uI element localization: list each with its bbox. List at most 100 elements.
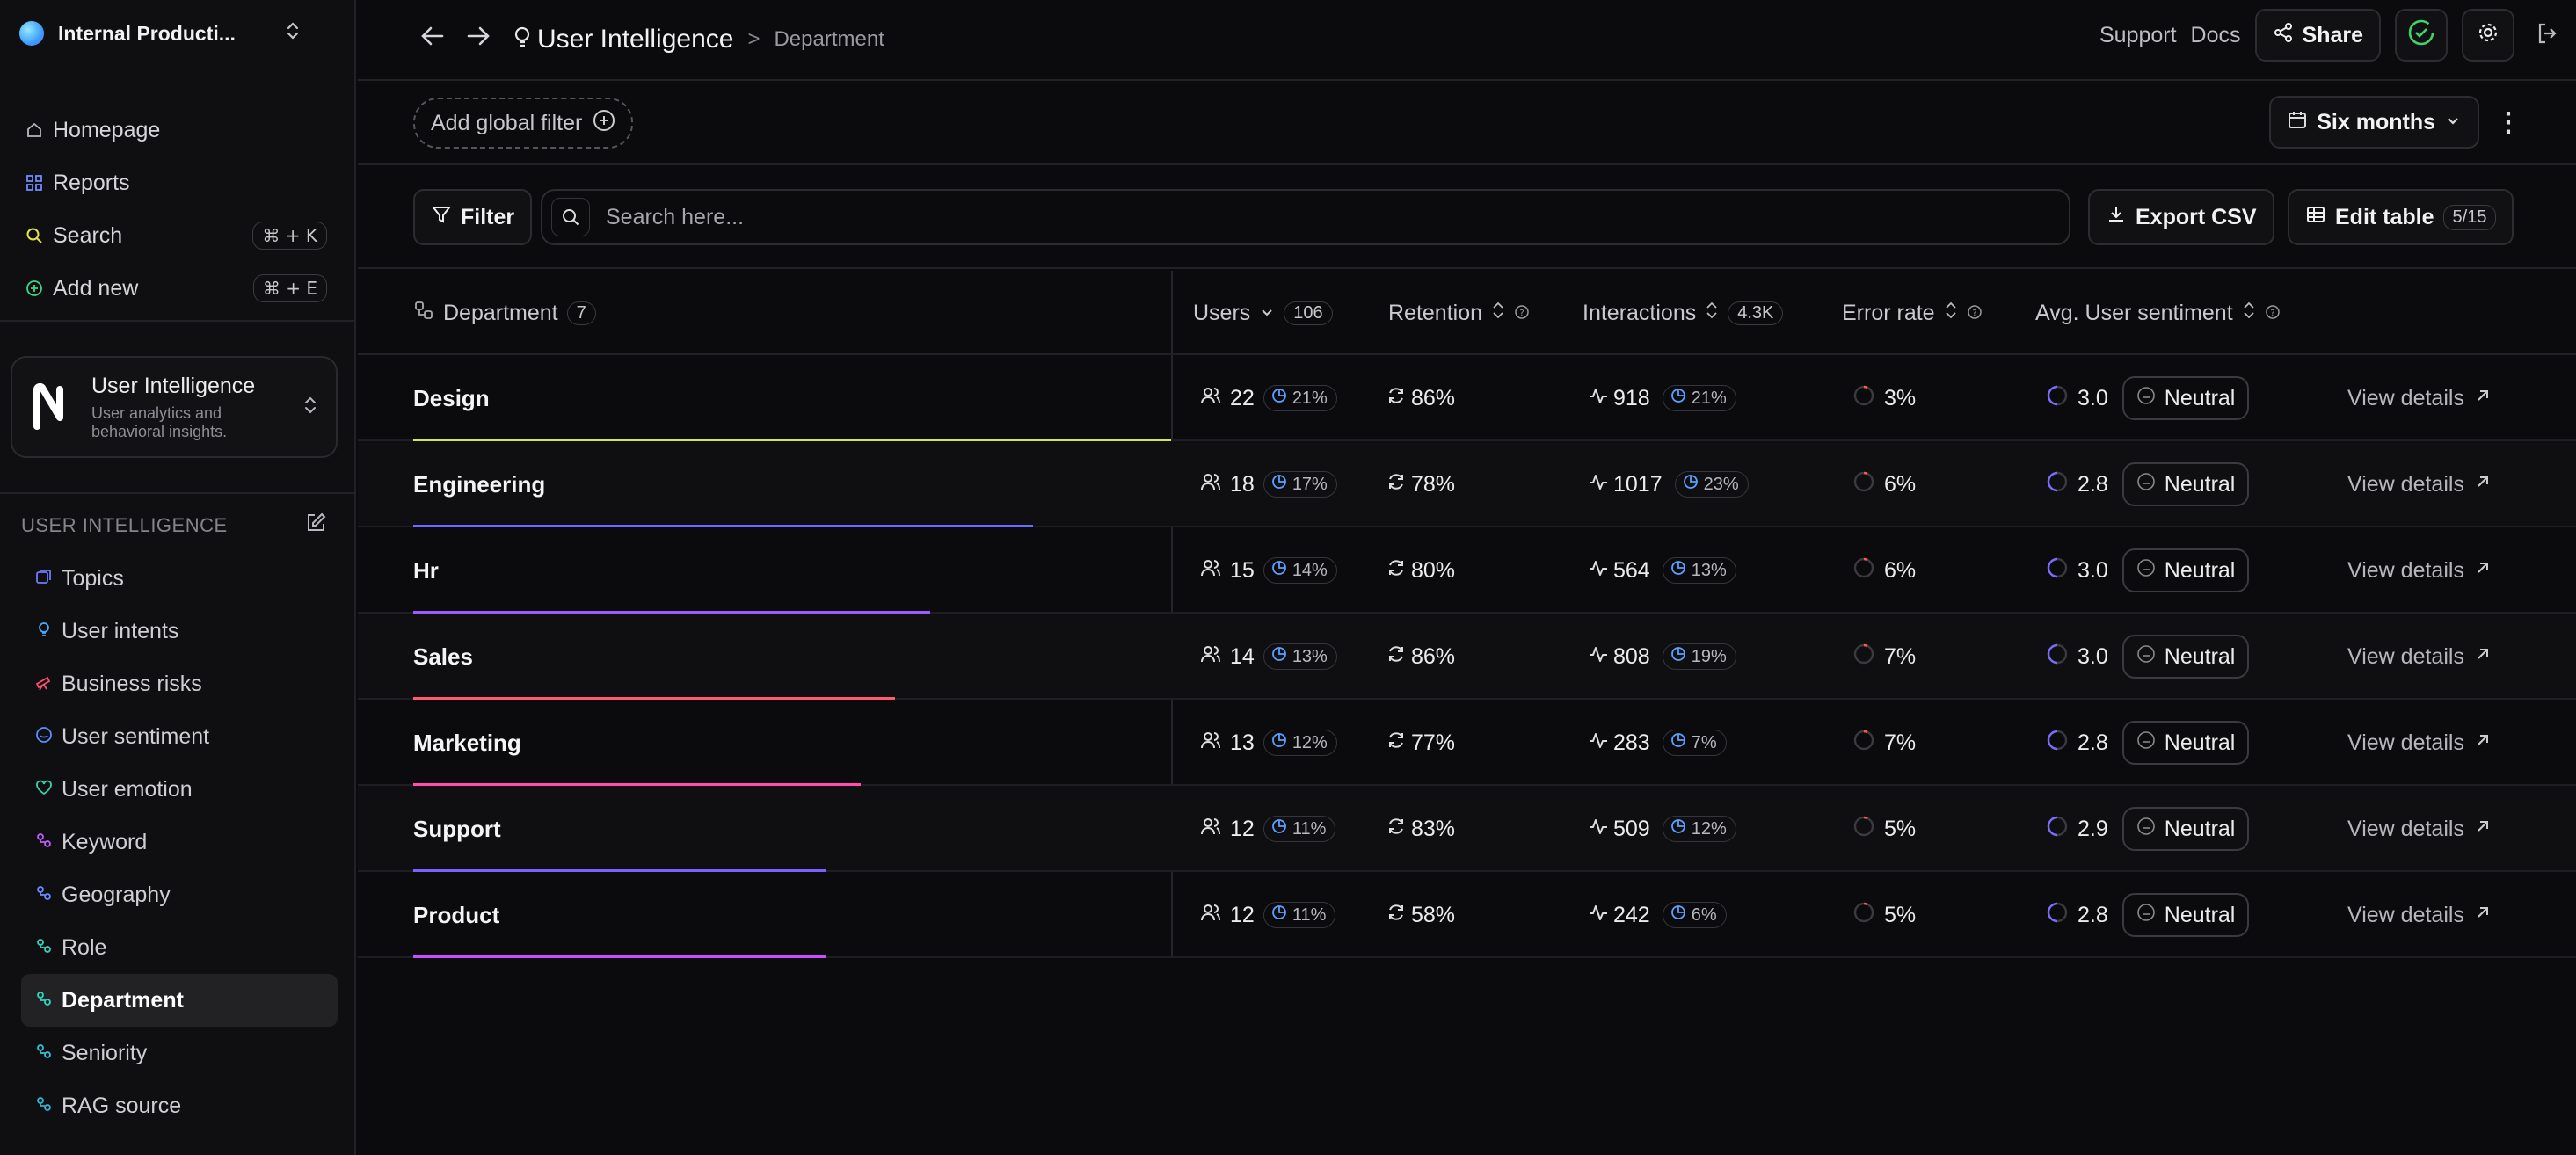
pie-icon <box>1683 474 1699 495</box>
sidebar-item-user-intents[interactable]: User intents <box>21 605 338 657</box>
share-bar <box>413 869 826 872</box>
back-arrow-icon[interactable] <box>419 23 446 56</box>
external-arrow-icon[interactable] <box>2473 903 2492 928</box>
col-error-rate[interactable]: Error rate ? <box>1842 271 1983 355</box>
retention-value: 86% <box>1411 385 1456 410</box>
sidebar-item-label: Role <box>62 934 107 960</box>
department-name[interactable]: Engineering <box>413 470 546 498</box>
table-row[interactable]: Marketing 13 12% 77% 283 7% 7% 2.8 Neutral View d… <box>358 700 2576 786</box>
export-label: Export CSV <box>2136 204 2257 229</box>
view-details-link[interactable]: View details <box>2347 557 2464 583</box>
external-arrow-icon[interactable] <box>2473 730 2492 756</box>
department-name[interactable]: Product <box>413 901 500 928</box>
table-row[interactable]: Sales 14 13% 86% 808 19% 7% 3.0 Neutral View deta… <box>358 614 2576 700</box>
chevron-down-icon <box>1259 301 1275 326</box>
share-bar <box>413 697 895 700</box>
forward-arrow-icon[interactable] <box>465 23 491 56</box>
share-bar <box>413 439 1171 441</box>
support-link[interactable]: Support <box>2099 22 2177 47</box>
pie-icon <box>1670 904 1686 926</box>
sidebar-item-keyword[interactable]: Keyword <box>21 816 338 868</box>
external-arrow-icon[interactable] <box>2473 386 2492 411</box>
docs-link[interactable]: Docs <box>2190 22 2241 47</box>
table-row[interactable]: Design 22 21% 86% 918 21% 3% 3.0 Neutral View det… <box>358 355 2576 441</box>
external-arrow-icon[interactable] <box>2473 472 2492 498</box>
pie-icon <box>1271 388 1287 409</box>
add-global-filter-button[interactable]: Add global filter <box>413 98 634 149</box>
col-retention[interactable]: Retention ? <box>1388 271 1530 355</box>
external-arrow-icon[interactable] <box>2473 817 2492 842</box>
col-users[interactable]: Users 106 <box>1193 271 1333 355</box>
department-name[interactable]: Design <box>413 384 490 411</box>
table-row[interactable]: Support 12 11% 83% 509 12% 5% 2.9 Neutral View de… <box>358 786 2576 872</box>
error-gauge-icon <box>1852 815 1875 844</box>
edit-table-button[interactable]: Edit table 5/15 <box>2288 189 2514 245</box>
error-rate-value: 7% <box>1884 643 1917 669</box>
export-csv-button[interactable]: Export CSV <box>2088 189 2274 245</box>
users-share-pct: 21% <box>1292 388 1328 408</box>
neutral-face-icon <box>2136 558 2156 584</box>
refresh-icon <box>1386 817 1406 842</box>
more-options-icon[interactable]: ⋮ <box>2495 108 2521 137</box>
department-name[interactable]: Sales <box>413 643 473 670</box>
col-interactions[interactable]: Interactions 4.3K <box>1583 271 1784 355</box>
sentiment-badge: Neutral <box>2121 807 2250 851</box>
workspace-switcher[interactable]: Internal Producti... <box>19 16 301 51</box>
interactions-value: 509 <box>1613 816 1650 841</box>
sidebar-item-user-emotion[interactable]: User emotion <box>21 763 338 816</box>
refresh-icon <box>1386 386 1406 411</box>
share-button[interactable]: Share <box>2254 9 2381 62</box>
status-check-button[interactable] <box>2395 9 2448 62</box>
col-department[interactable]: Department 7 <box>413 271 596 355</box>
error-rate-value: 7% <box>1884 730 1917 755</box>
sidebar-item-topics[interactable]: Topics <box>21 552 338 605</box>
view-details-link[interactable]: View details <box>2347 902 2464 927</box>
external-arrow-icon[interactable] <box>2473 558 2492 584</box>
sentiment-label: Neutral <box>2164 385 2236 410</box>
edit-icon[interactable] <box>304 512 327 539</box>
col-error-rate-label: Error rate <box>1842 300 1935 325</box>
users-value: 15 <box>1230 557 1255 583</box>
settings-button[interactable] <box>2462 9 2514 62</box>
department-name[interactable]: Support <box>413 815 501 842</box>
workspace-avatar <box>19 21 44 46</box>
table-row[interactable]: Engineering 18 17% 78% 1017 23% 6% 2.8 Neutral Vi… <box>358 441 2576 527</box>
nav-search[interactable]: Search ⌘ + K <box>21 209 327 262</box>
table-row[interactable]: Hr 15 14% 80% 564 13% 6% 3.0 Neutral View details <box>358 527 2576 614</box>
sidebar-item-label: Topics <box>62 565 124 591</box>
nav-homepage[interactable]: Homepage <box>21 104 327 156</box>
period-select[interactable]: Six months <box>2269 96 2479 149</box>
table-row[interactable]: Product 12 11% 58% 242 6% 5% 2.8 Neutral View det… <box>358 872 2576 958</box>
department-name[interactable]: Hr <box>413 556 439 584</box>
users-value: 12 <box>1230 816 1255 841</box>
sidebar-item-role[interactable]: Role <box>21 921 338 974</box>
view-details-link[interactable]: View details <box>2347 643 2464 669</box>
sentiment-gauge-icon <box>2046 384 2069 413</box>
view-details-link[interactable]: View details <box>2347 471 2464 497</box>
sidebar-item-label: RAG source <box>62 1093 182 1118</box>
users-value: 18 <box>1230 471 1255 497</box>
link-icon <box>35 1095 53 1117</box>
error-gauge-icon <box>1852 470 1875 499</box>
department-name[interactable]: Marketing <box>413 729 521 756</box>
users-icon <box>1200 902 1221 929</box>
nav-reports[interactable]: Reports <box>21 156 327 209</box>
sidebar-item-seniority[interactable]: Seniority <box>21 1027 338 1079</box>
view-details-link[interactable]: View details <box>2347 816 2464 841</box>
view-details-link[interactable]: View details <box>2347 385 2464 410</box>
breadcrumb-root[interactable]: User Intelligence <box>537 25 734 54</box>
external-arrow-icon[interactable] <box>2473 644 2492 670</box>
view-details-link[interactable]: View details <box>2347 730 2464 755</box>
sidebar-item-geography[interactable]: Geography <box>21 868 338 921</box>
nav-add-new[interactable]: Add new ⌘ + E <box>21 262 327 315</box>
sidebar-item-department[interactable]: Department <box>21 974 338 1027</box>
search-input[interactable]: Search here... <box>541 189 2070 245</box>
logout-icon[interactable] <box>2536 21 2560 50</box>
filter-button[interactable]: Filter <box>413 189 533 245</box>
sidebar-item-rag-source[interactable]: RAG source <box>21 1079 338 1132</box>
app-switcher-card[interactable]: User Intelligence User analytics and beh… <box>11 356 338 458</box>
sidebar-item-user-sentiment[interactable]: User sentiment <box>21 710 338 763</box>
col-sentiment[interactable]: Avg. User sentiment ? <box>2035 271 2281 355</box>
link-icon <box>35 990 53 1012</box>
sidebar-item-business-risks[interactable]: Business risks <box>21 657 338 710</box>
